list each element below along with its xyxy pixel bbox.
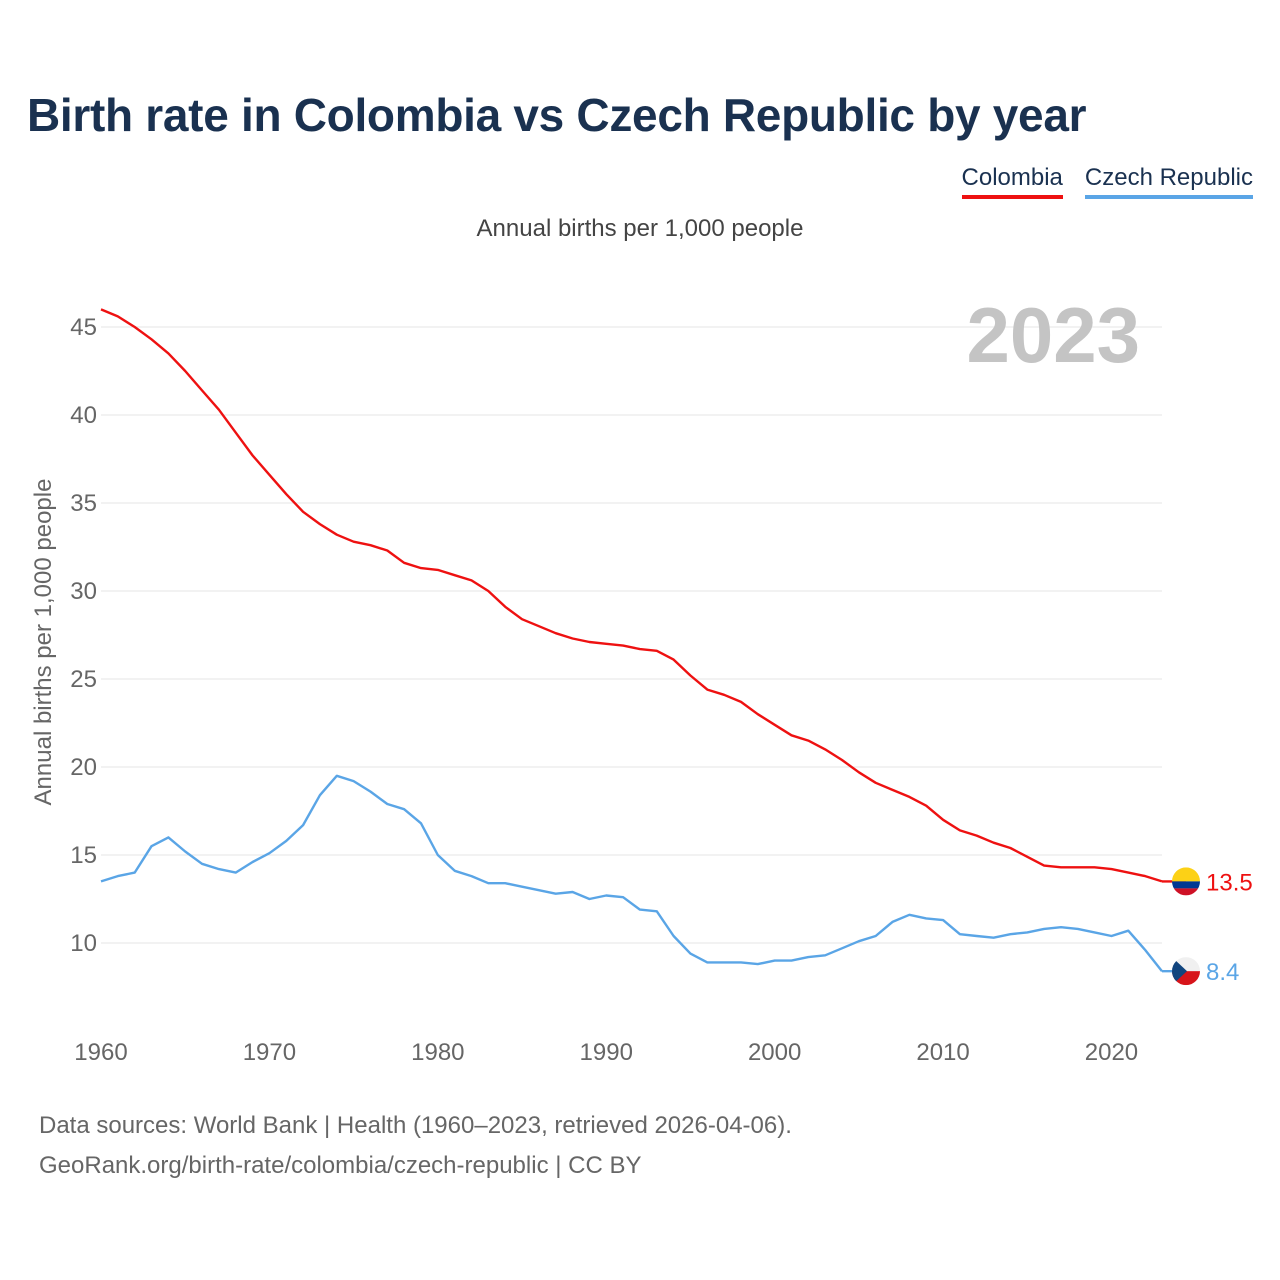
x-tick-label: 2000: [748, 1039, 801, 1066]
y-axis-label: Annual births per 1,000 people: [30, 479, 57, 806]
x-tick-label: 2020: [1085, 1039, 1138, 1066]
flag-icon-colombia: [1172, 867, 1200, 896]
flag-icon-czech-republic: [1172, 957, 1200, 986]
chart-title: Birth rate in Colombia vs Czech Republic…: [27, 89, 1087, 141]
y-tick-label: 10: [70, 930, 97, 957]
x-tick-label: 1980: [411, 1039, 464, 1066]
x-tick-label: 1960: [74, 1039, 127, 1066]
series-line-czech-republic: [100, 774, 1163, 972]
y-tick-label: 40: [70, 402, 97, 429]
x-tick-label: 2010: [916, 1039, 969, 1066]
y-tick-label: 25: [70, 666, 97, 693]
end-value-label-czech-republic: 8.4: [1206, 959, 1239, 986]
footer-url: GeoRank.org/birth-rate/colombia/czech-re…: [39, 1152, 642, 1179]
y-tick-label: 45: [70, 314, 97, 341]
y-tick-label: 30: [70, 578, 97, 605]
legend-item-czech-republic[interactable]: Czech Republic: [1084, 164, 1253, 199]
legend: Colombia Czech Republic: [961, 164, 1253, 199]
x-tick-label: 1970: [243, 1039, 296, 1066]
footer-sources: Data sources: World Bank | Health (1960–…: [39, 1112, 792, 1139]
x-tick-label: 1990: [580, 1039, 633, 1066]
y-tick-label: 15: [70, 842, 97, 869]
chart-subtitle: Annual births per 1,000 people: [476, 215, 804, 242]
current-year-watermark: 2023: [966, 291, 1140, 379]
legend-item-colombia[interactable]: Colombia: [961, 164, 1063, 199]
y-tick-label: 35: [70, 490, 97, 517]
footer: Data sources: World Bank | Health (1960–…: [39, 1106, 792, 1186]
y-tick-label: 20: [70, 754, 97, 781]
end-value-label-colombia: 13.5: [1206, 869, 1253, 896]
series-line-colombia: [100, 308, 1163, 883]
